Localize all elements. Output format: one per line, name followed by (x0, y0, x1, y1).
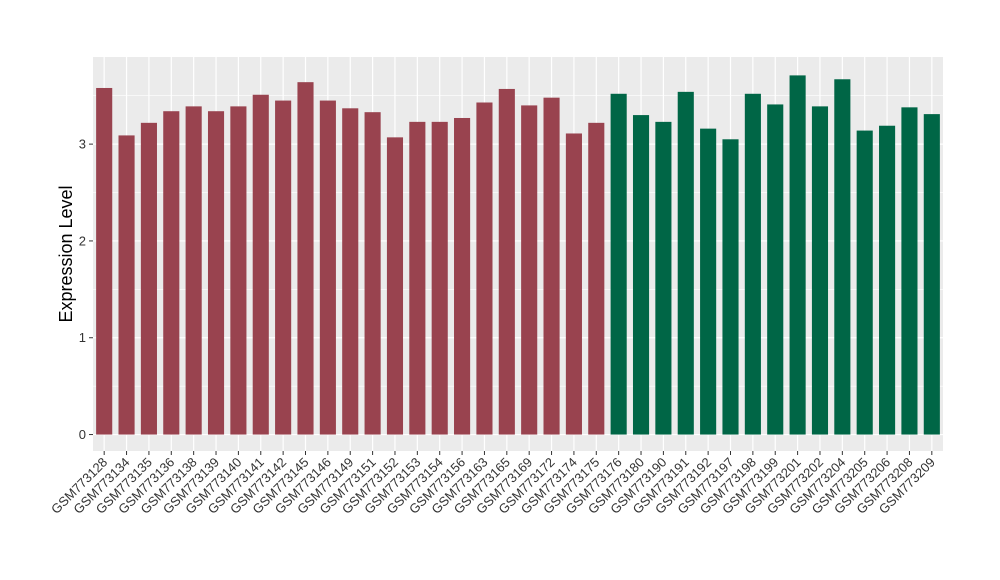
bar (923, 114, 940, 435)
bar (252, 94, 269, 435)
bar (901, 107, 918, 435)
bar (677, 91, 694, 435)
bar (386, 137, 404, 435)
bar (207, 111, 225, 435)
bar (96, 87, 113, 435)
bar (744, 93, 761, 435)
bar (163, 111, 180, 435)
bar (409, 121, 426, 435)
bar (185, 106, 202, 435)
bar (431, 121, 448, 435)
bar (700, 128, 717, 435)
bar (722, 139, 739, 435)
bar (811, 106, 829, 435)
bar (789, 75, 806, 435)
bar (140, 122, 157, 435)
bar (879, 125, 896, 435)
bar (297, 82, 314, 435)
bar (498, 88, 515, 435)
bar (342, 108, 359, 435)
y-axis: 0 1 2 3 (79, 137, 93, 442)
bar (834, 79, 851, 435)
bar (856, 130, 873, 435)
bar (275, 100, 292, 435)
bar (454, 117, 471, 435)
x-axis: GSM773128GSM773134GSM773135GSM773136GSM7… (48, 451, 938, 517)
bars (96, 75, 940, 435)
bar (319, 100, 336, 435)
bar (655, 121, 672, 435)
bar (610, 93, 627, 435)
bar (543, 97, 560, 435)
y-tick-label: 2 (79, 233, 86, 248)
bar (521, 105, 538, 435)
y-tick-label: 1 (79, 330, 86, 345)
bar (588, 122, 605, 435)
bar (118, 135, 135, 435)
bar (476, 102, 493, 435)
bar (565, 133, 582, 435)
bar (364, 112, 381, 435)
y-tick-label: 3 (79, 137, 86, 152)
bar (632, 115, 650, 435)
bar (230, 106, 247, 435)
y-tick-label: 0 (79, 427, 86, 442)
y-axis-title: Expression Level (56, 185, 76, 322)
bar (767, 104, 784, 435)
